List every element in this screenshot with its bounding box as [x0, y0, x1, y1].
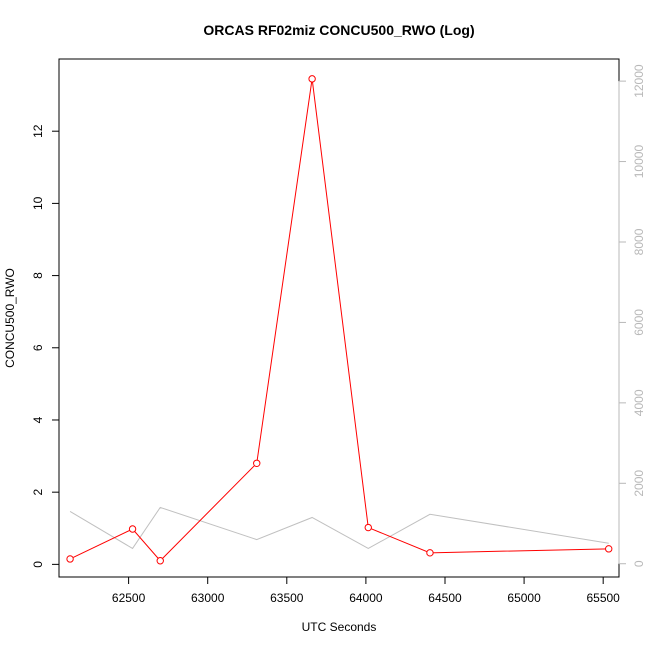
series-layer [66, 75, 613, 565]
y2-tick-label: 4000 [632, 389, 646, 416]
primary-series-line [69, 78, 609, 562]
x-tick-label: 64000 [349, 591, 383, 605]
y-axis: 0 2 4 6 8 10 12 [31, 124, 60, 568]
data-point [156, 557, 164, 565]
plot-frame [58, 58, 620, 578]
y2-tick-label: 12000 [632, 64, 646, 98]
data-point [308, 75, 316, 83]
y-tick-label: 6 [31, 344, 45, 351]
y2-tick-label: 6000 [632, 309, 646, 336]
y-tick-label: 10 [31, 196, 45, 210]
y-tick-label: 0 [31, 561, 45, 568]
y-tick-label: 2 [31, 489, 45, 496]
chart-title: ORCAS RF02miz CONCU500_RWO (Log) [203, 22, 474, 38]
x-tick-label: 62500 [112, 591, 146, 605]
y-tick-label: 8 [31, 272, 45, 279]
x-tick-label: 63000 [191, 591, 225, 605]
x-tick-label: 63500 [270, 591, 304, 605]
data-point [66, 555, 74, 563]
y-axis-label: CONCU500_RWO [3, 268, 17, 368]
secondary-y-axis: 0 2000 4000 6000 8000 10000 12000 [618, 64, 646, 567]
data-point [253, 459, 261, 467]
y2-tick-label: 2000 [632, 470, 646, 497]
y2-tick-label: 8000 [632, 228, 646, 255]
y-tick-label: 12 [31, 124, 45, 138]
data-point [605, 545, 613, 553]
x-axis-label: UTC Seconds [302, 620, 377, 634]
secondary-series-line [69, 506, 609, 550]
data-point [128, 525, 137, 533]
y2-tick-label: 0 [632, 560, 646, 567]
x-tick-label: 65000 [507, 591, 541, 605]
data-point [364, 523, 372, 532]
y-tick-label: 4 [31, 416, 45, 423]
x-axis: 62500 63000 63500 64000 64500 65000 65500 [112, 576, 620, 605]
x-tick-label: 65500 [586, 591, 620, 605]
y2-tick-label: 10000 [632, 145, 646, 179]
x-tick-label: 64500 [428, 591, 462, 605]
data-point [426, 549, 434, 557]
